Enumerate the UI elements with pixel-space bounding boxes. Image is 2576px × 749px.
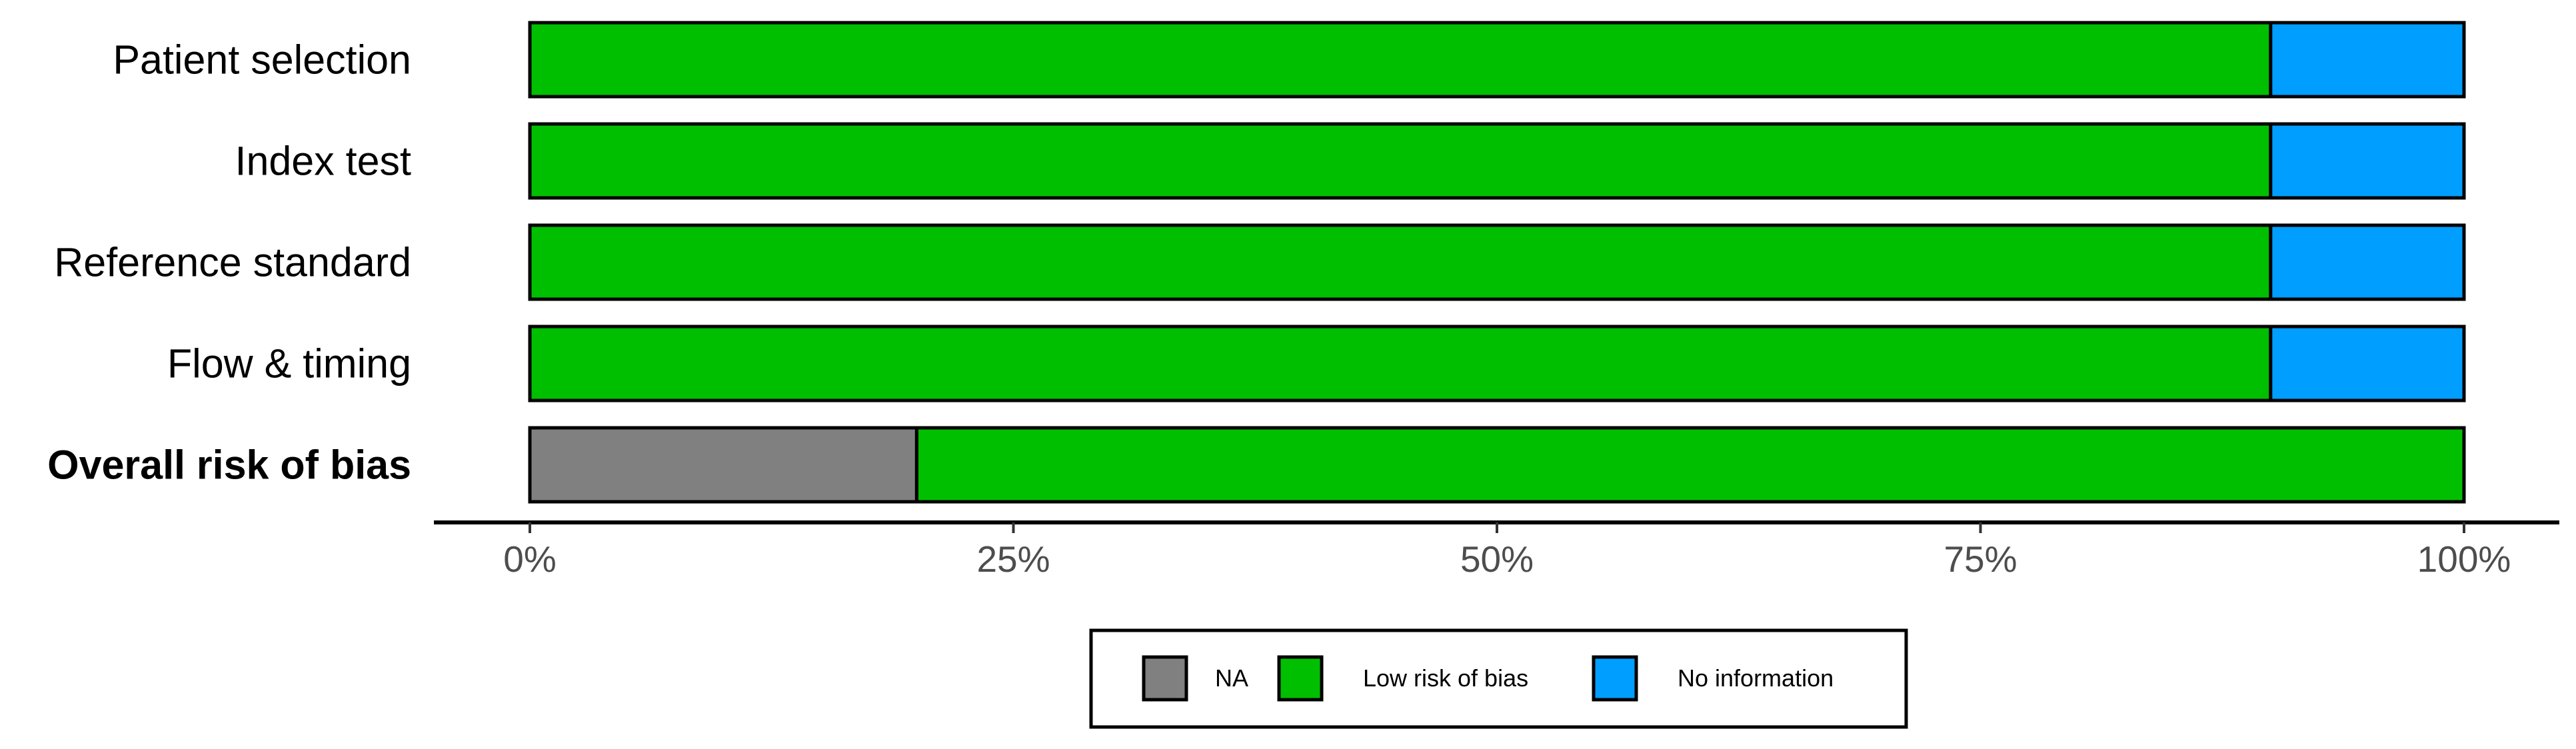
x-tick-label: 50%: [1460, 538, 1534, 580]
legend-box: [1089, 628, 1908, 729]
legend-label-low-risk-of-bias: Low risk of bias: [1363, 664, 1528, 692]
bar-row-overall-risk-of-bias: [528, 426, 2466, 504]
bar-segment-no-information: [2269, 325, 2466, 402]
bar-segment-no-information: [2269, 21, 2466, 99]
legend-key-no-information: [1592, 655, 1638, 702]
legend-label-na: NA: [1215, 664, 1248, 692]
bar-row-index-test: [528, 122, 2466, 200]
x-tick-label: 75%: [1943, 538, 2017, 580]
legend-label-no-information: No information: [1678, 664, 1834, 692]
legend-key-low-risk-of-bias: [1277, 655, 1324, 702]
bar-row-flow-and-timing: [528, 325, 2466, 402]
category-label: Patient selection: [113, 37, 411, 83]
bar-segment-low-risk-of-bias: [528, 223, 2273, 301]
x-tick-label: 25%: [976, 538, 1050, 580]
bar-segment-low-risk-of-bias: [528, 21, 2273, 99]
bar-segment-low-risk-of-bias: [528, 122, 2273, 200]
category-label: Flow & timing: [167, 341, 411, 386]
bar-segment-low-risk-of-bias: [914, 426, 2466, 504]
legend-key-na: [1142, 655, 1188, 702]
bars-layer: [528, 21, 2466, 504]
category-label: Overall risk of bias: [47, 442, 411, 488]
bar-segment-low-risk-of-bias: [528, 325, 2273, 402]
bar-row-patient-selection: [528, 21, 2466, 99]
bar-segment-no-information: [2269, 223, 2466, 301]
category-label: Reference standard: [54, 240, 411, 285]
legend: NA Low risk of bias No information: [1089, 628, 1908, 729]
category-labels: Patient selection Index test Reference sta…: [47, 37, 411, 488]
bar-segment-no-information: [2269, 122, 2466, 200]
bar-segment-na: [528, 426, 918, 504]
x-tick-label: 100%: [2417, 538, 2511, 580]
category-label: Index test: [235, 139, 412, 184]
bar-row-reference-standard: [528, 223, 2466, 301]
x-tick-label: 0%: [503, 538, 557, 580]
x-axis: 0% 25% 50% 75% 100%: [434, 520, 2559, 580]
